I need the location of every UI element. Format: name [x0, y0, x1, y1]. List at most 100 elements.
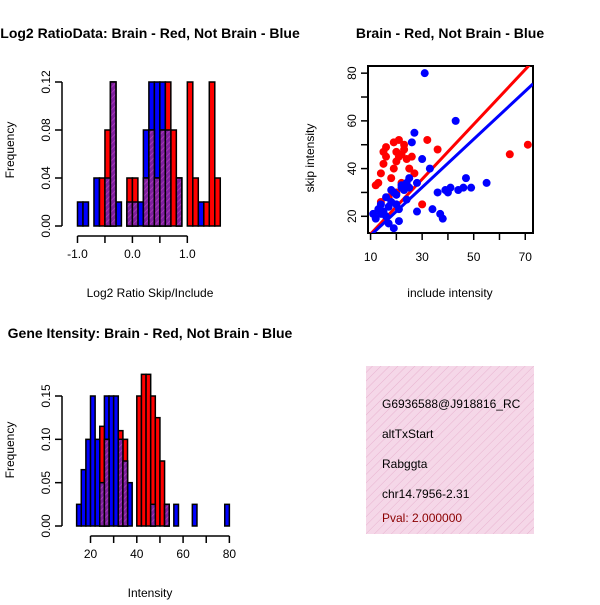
- ratio-bar-overlap: [109, 81, 117, 227]
- scatter-point-not-brain: [376, 209, 385, 218]
- ratio-histogram-x-axis: -1.0 0.0 1.0: [67, 235, 196, 261]
- scatter-fit-line-brain-fit: [369, 66, 531, 233]
- gene-x-tick-label: 20: [84, 547, 98, 561]
- scatter-ylabel: skip intensity: [303, 124, 317, 193]
- scatter-point-not-brain: [412, 207, 421, 216]
- scatter-fit-line-not-brain-fit: [370, 82, 533, 233]
- gene-x-tick-label: 40: [130, 547, 144, 561]
- ratio-bar-brain: [203, 201, 211, 227]
- scatter-x-axis: 10 30 50 70: [364, 233, 532, 264]
- scatter-point-not-brain: [428, 205, 437, 214]
- scatter-point-not-brain: [433, 188, 442, 197]
- scatter-x-tick-label: 10: [364, 250, 378, 264]
- gene-bar-brain: [159, 460, 166, 527]
- intensity-scatter: Brain - Red, Not Brain - Blue 10 30 50 70 2…: [303, 25, 544, 300]
- gene-bar-overlap: [149, 503, 157, 527]
- scatter-point-not-brain: [402, 195, 411, 204]
- scatter-x-tick-label: 70: [519, 250, 533, 264]
- scatter-point-not-brain: [394, 217, 403, 226]
- scatter-point-not-brain: [420, 69, 429, 78]
- ratio-bar-overlap: [126, 201, 134, 227]
- gene-bar-overlap: [103, 438, 110, 527]
- scatter-points: [369, 69, 532, 233]
- gene-histogram-ylabel: Frequency: [3, 422, 17, 479]
- scatter-point-not-brain: [407, 138, 416, 147]
- gene-bar-not-brain: [191, 503, 198, 527]
- gene-bar-overlap: [163, 503, 170, 527]
- ratio-bar-overlap: [142, 177, 150, 227]
- scatter-point-brain: [379, 159, 388, 168]
- scatter-point-not-brain: [405, 174, 414, 183]
- ratio-bar-overlap: [153, 177, 161, 227]
- scatter-point-brain: [423, 135, 432, 144]
- ratio-bar-overlap: [104, 177, 112, 227]
- info-pval: Pval: 2.000000: [382, 511, 462, 525]
- scatter-x-tick-label: 50: [467, 250, 481, 264]
- scatter-point-not-brain: [443, 188, 452, 197]
- gene-bar-not-brain: [173, 503, 180, 527]
- gene-histogram-title: Gene Itensity: Brain - Red, Not Brain - …: [8, 325, 293, 341]
- scatter-point-brain: [523, 140, 532, 149]
- ratio-histogram-xlabel: Log2 Ratio Skip/Include: [87, 286, 214, 300]
- scatter-xlabel: include intensity: [407, 286, 492, 300]
- ratio-bar-brain: [214, 177, 222, 227]
- ratio-histogram-bars: [76, 81, 222, 227]
- info-gene-id: G6936588@J918816_RC: [382, 397, 521, 411]
- info-event-type: altTxStart: [382, 427, 434, 441]
- ratio-bar-not-brain: [197, 201, 205, 227]
- ratio-bar-brain: [192, 177, 200, 227]
- ratio-x-tick-label: 1.0: [179, 247, 196, 261]
- ratio-bar-overlap: [164, 129, 172, 227]
- info-location: chr14.7956-2.31: [382, 487, 470, 501]
- scatter-y-tick-label: 80: [345, 66, 359, 80]
- scatter-point-brain: [394, 135, 403, 144]
- scatter-point-brain: [387, 174, 396, 183]
- info-panel: G6936588@J918816_RC altTxStart Rabggta c…: [366, 366, 534, 534]
- gene-x-tick-label: 60: [176, 547, 190, 561]
- ratio-bar-brain: [170, 129, 178, 227]
- ratio-y-tick-label: 0.08: [39, 118, 53, 142]
- scatter-point-brain: [418, 200, 427, 209]
- scatter-point-brain: [382, 143, 391, 152]
- scatter-point-not-brain: [425, 164, 434, 173]
- ratio-histogram-ylabel: Frequency: [3, 122, 17, 179]
- ratio-bar-not-brain: [137, 201, 145, 227]
- scatter-y-tick-label: 60: [345, 114, 359, 128]
- scatter-point-brain: [407, 152, 416, 161]
- gene-bar-not-brain: [223, 503, 231, 527]
- scatter-point-not-brain: [382, 193, 391, 202]
- ratio-histogram: Log2 RatioData: Brain - Red, Not Brain -…: [0, 25, 300, 300]
- ratio-y-tick-label: 0.04: [39, 166, 53, 190]
- ratio-bar-not-brain: [76, 201, 84, 227]
- scatter-fit-lines: [369, 66, 533, 233]
- gene-y-tick-label: 0.15: [39, 384, 53, 408]
- ratio-y-tick-label: 0.00: [39, 214, 53, 238]
- ratio-bar-brain: [98, 177, 106, 227]
- ratio-bar-overlap: [148, 129, 156, 227]
- ratio-bar-overlap: [175, 177, 183, 227]
- scatter-point-not-brain: [410, 128, 419, 137]
- info-gene-symbol: Rabggta: [382, 457, 428, 471]
- scatter-point-brain: [405, 164, 414, 173]
- scatter-point-not-brain: [482, 178, 491, 187]
- scatter-point-brain: [410, 169, 419, 178]
- gene-intensity-histogram: Gene Itensity: Brain - Red, Not Brain - …: [3, 325, 293, 600]
- gene-y-tick-label: 0.10: [39, 427, 53, 451]
- scatter-y-axis: 20 40 60 80: [345, 66, 368, 223]
- ratio-histogram-y-axis: 0.00 0.04 0.08 0.12: [39, 70, 63, 238]
- ratio-bar-not-brain: [115, 201, 123, 227]
- ratio-x-tick-label: -1.0: [67, 247, 88, 261]
- ratio-histogram-title: Log2 RatioData: Brain - Red, Not Brain -…: [0, 25, 300, 41]
- scatter-plot-frame: [367, 65, 534, 234]
- scatter-point-brain: [376, 169, 385, 178]
- ratio-bar-not-brain: [93, 177, 101, 227]
- scatter-point-not-brain: [412, 178, 421, 187]
- scatter-point-not-brain: [394, 205, 403, 214]
- scatter-point-not-brain: [371, 214, 380, 223]
- scatter-title: Brain - Red, Not Brain - Blue: [356, 25, 544, 41]
- scatter-y-tick-label: 40: [345, 162, 359, 176]
- scatter-point-brain: [505, 150, 514, 159]
- gene-x-tick-label: 80: [223, 547, 237, 561]
